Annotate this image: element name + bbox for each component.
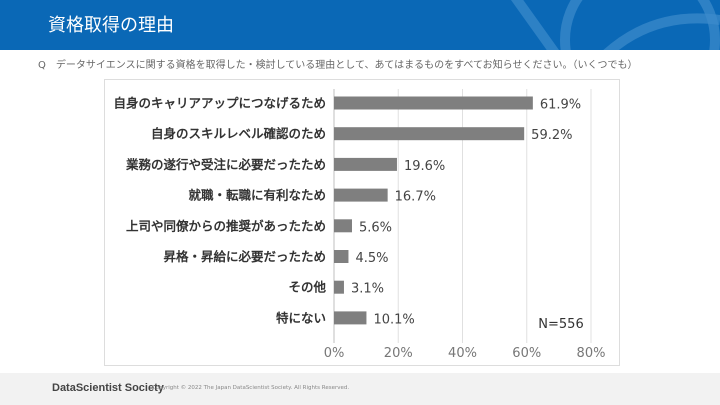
- copyright-text: Copyright © 2022 The Japan DataScientist…: [152, 385, 350, 391]
- x-tick-label: 40%: [448, 346, 477, 361]
- header-bar: 資格取得の理由: [0, 0, 720, 50]
- category-label: 就職・転職に有利なため: [188, 188, 326, 203]
- data-label: 5.6%: [359, 220, 392, 235]
- x-tick-label: 0%: [324, 346, 345, 361]
- bar: [334, 280, 344, 294]
- data-label: 4.5%: [355, 251, 388, 266]
- bar: [334, 250, 349, 263]
- category-label: 特にない: [276, 310, 326, 325]
- category-label: 昇格・昇給に必要だったため: [163, 249, 326, 264]
- x-tick-label: 80%: [577, 346, 606, 361]
- category-label: 自身のスキルレベル確認のため: [151, 126, 326, 141]
- bar: [334, 188, 388, 202]
- data-label: 61.9%: [540, 98, 581, 113]
- bar: [334, 96, 533, 110]
- bar: [334, 311, 367, 325]
- bar: [334, 219, 352, 233]
- sample-size-annotation: N=556: [538, 317, 583, 332]
- footer: DataScientist Society Copyright © 2022 T…: [0, 373, 720, 405]
- decorative-logo-icon: [510, 0, 720, 50]
- chart-container: 0% 20% 40% 60% 80% 自身のキャリアアップにつなげるため 61.9% 自身のス…: [104, 79, 620, 366]
- brand-logo: DataScientist Society: [52, 382, 164, 394]
- x-tick-label: 20%: [384, 346, 413, 361]
- data-label: 10.1%: [373, 312, 414, 327]
- bar: [334, 157, 397, 171]
- data-label: 19.6%: [404, 159, 445, 174]
- category-label: 自身のキャリアアップにつなげるため: [113, 96, 326, 111]
- category-label: 上司や同僚からの推奨があったため: [126, 218, 326, 233]
- question-text: Q データサイエンスに関する資格を取得した・検討している理由として、あてはまるも…: [38, 60, 638, 71]
- category-label: 業務の遂行や受注に必要だったため: [125, 157, 326, 172]
- data-label: 16.7%: [395, 190, 436, 205]
- data-label: 3.1%: [351, 282, 384, 297]
- bar: [334, 127, 525, 141]
- bar-chart: 0% 20% 40% 60% 80% 自身のキャリアアップにつなげるため 61.9% 自身のス…: [113, 89, 606, 361]
- data-label: 59.2%: [531, 128, 572, 143]
- page-title: 資格取得の理由: [48, 15, 174, 36]
- category-label: その他: [288, 280, 326, 295]
- x-tick-label: 60%: [512, 346, 541, 361]
